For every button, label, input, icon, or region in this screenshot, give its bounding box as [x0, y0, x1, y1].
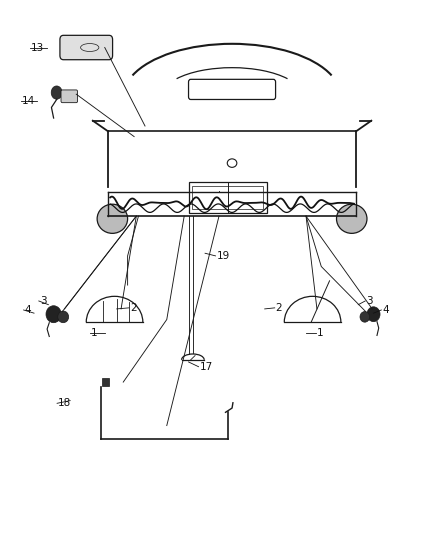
FancyBboxPatch shape [60, 35, 113, 60]
Bar [102, 378, 110, 386]
Ellipse shape [336, 204, 367, 233]
Text: 3: 3 [366, 296, 373, 306]
Text: 13: 13 [31, 43, 44, 53]
Text: 2: 2 [276, 303, 282, 313]
Text: 4: 4 [25, 305, 31, 315]
Ellipse shape [46, 306, 61, 322]
Ellipse shape [58, 311, 69, 322]
Text: 18: 18 [58, 398, 71, 408]
Text: 17: 17 [199, 362, 213, 372]
Text: 4: 4 [382, 305, 389, 315]
Ellipse shape [367, 307, 380, 321]
Text: 19: 19 [216, 251, 230, 261]
Text: 3: 3 [40, 296, 46, 306]
Text: 1: 1 [91, 328, 97, 338]
Ellipse shape [360, 312, 370, 322]
Text: 14: 14 [22, 95, 35, 106]
Ellipse shape [51, 86, 62, 99]
Bar [188, 182, 267, 214]
FancyBboxPatch shape [61, 90, 78, 103]
Ellipse shape [97, 204, 127, 233]
Text: 2: 2 [130, 303, 136, 313]
Text: 1: 1 [317, 328, 324, 338]
Bar [192, 186, 263, 209]
